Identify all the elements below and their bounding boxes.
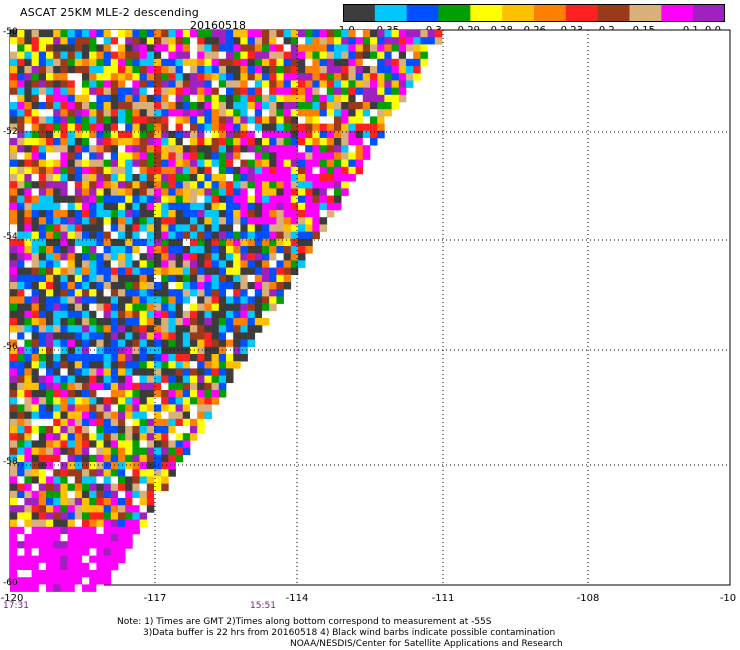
longitude-label: -117 bbox=[143, 593, 167, 604]
color-scale-swatch bbox=[502, 4, 535, 22]
wind-data-map bbox=[9, 29, 731, 592]
longitude-label: -10 bbox=[719, 593, 737, 604]
color-scale-swatch bbox=[693, 4, 725, 22]
color-scale-bar bbox=[343, 4, 725, 22]
color-scale-swatch bbox=[661, 4, 694, 22]
latitude-label: -54 bbox=[3, 232, 18, 242]
latitude-label: -50 bbox=[3, 27, 18, 37]
note-line-3: NOAA/NESDIS/Center for Satellite Applica… bbox=[290, 639, 563, 649]
latitude-label: -58 bbox=[3, 457, 18, 467]
color-scale-swatch bbox=[438, 4, 471, 22]
latitude-label: -60 bbox=[3, 578, 18, 588]
longitude-label: -108 bbox=[576, 593, 600, 604]
color-scale-border bbox=[343, 4, 725, 22]
swath-cells bbox=[10, 30, 443, 592]
longitude-label: -114 bbox=[285, 593, 309, 604]
map-title: ASCAT 25KM MLE-2 descending bbox=[20, 6, 199, 19]
map-date: 20160518 bbox=[190, 19, 246, 32]
color-scale-swatch bbox=[597, 4, 630, 22]
longitude-label: -120 bbox=[0, 593, 24, 604]
color-scale-swatch bbox=[470, 4, 503, 22]
longitude-label: -111 bbox=[431, 593, 455, 604]
note-line-1: Note: 1) Times are GMT 2)Times along bot… bbox=[117, 617, 492, 627]
color-scale-swatch bbox=[534, 4, 567, 22]
latitude-label: -56 bbox=[3, 342, 18, 352]
color-scale-swatch bbox=[406, 4, 439, 22]
color-scale-swatch bbox=[629, 4, 662, 22]
note-line-2: 3)Data buffer is 22 hrs from 20160518 4)… bbox=[143, 628, 556, 638]
color-scale-swatch bbox=[343, 4, 376, 22]
time-label: 15:51 bbox=[250, 601, 276, 611]
time-label: 17:31 bbox=[3, 601, 29, 611]
latitude-label: -52 bbox=[3, 127, 18, 137]
color-scale-swatch bbox=[374, 4, 408, 22]
color-scale-swatch bbox=[565, 4, 599, 22]
